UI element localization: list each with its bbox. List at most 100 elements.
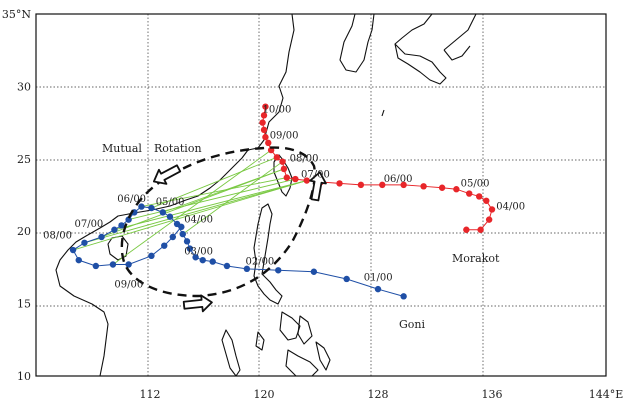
interaction-line [151,156,277,209]
morakot-time-label: 04/00 [496,201,525,212]
goni-label: Goni [399,318,425,331]
interaction-line [84,180,307,244]
goni-track-point [169,233,176,241]
morakot-track-point [292,175,299,183]
lat-tick-label: 20 [17,225,31,238]
goni-time-label: 03/00 [184,246,213,257]
goni-time-label: 01/00 [364,272,393,283]
map-frame [35,13,607,377]
morakot-time-label: 07/00 [301,170,330,181]
morakot-track-point [259,119,266,126]
morakot-track-point [273,154,281,161]
interaction-line [112,149,272,265]
goni-track-point [159,209,167,216]
interaction-line [141,177,287,208]
morakot-track-point [475,193,483,200]
time-labels: 04/0005/0006/0007/0008/0009/0010/0001/00… [43,104,525,290]
morakot-track-point [488,206,496,213]
morakot-track-point [379,181,386,189]
goni-track-point [199,256,206,264]
morakot-track-point [453,186,460,193]
lat-tick-label: 30 [17,80,31,93]
morakot-track-point [260,126,268,134]
rotation-label: Rotation [154,142,202,155]
morakot-track-point [260,112,268,119]
morakot-track-point [485,216,493,223]
morakot-label: Morakot [452,252,500,265]
rotation-arrows [152,164,327,313]
morakot-track-point [420,183,427,190]
goni-track-point [81,239,88,246]
interaction-line [72,180,307,251]
goni-track-point [275,267,282,274]
goni-track-point [118,222,125,229]
goni-time-label: 05/00 [156,197,185,208]
rotation-arrow-up [309,171,327,202]
morakot-track-point [283,174,290,181]
interaction-line [182,161,283,235]
lon-tick-label: 120 [254,388,275,401]
goni-track-point [92,262,100,270]
longitude-labels: 112 120 128 136 144°E [140,388,624,401]
goni-time-label: 02/00 [245,257,274,268]
goni-track-point [178,223,185,231]
morakot-time-label: 06/00 [384,174,413,185]
morakot-track-point [262,133,269,141]
lat-tick-label: 35°N [2,8,31,21]
goni-track-point [125,216,132,223]
goni-track-point [148,252,155,260]
rotation-arrow-right [182,294,213,313]
goni-track-point [192,254,199,261]
lon-tick-label: 112 [140,388,161,401]
goni-track-point [209,258,216,265]
lat-tick-label: 10 [17,370,31,383]
morakot-track-point [262,103,269,110]
goni-track-point [75,256,82,264]
goni-time-label: 08/00 [43,230,72,241]
morakot-track-point [463,226,470,233]
interaction-line [101,168,285,238]
goni-track-point [310,268,318,275]
goni-track-point [243,265,251,273]
goni-time-label: 04/00 [184,215,213,226]
morakot-time-label: 08/00 [290,154,319,165]
goni-track-point [400,293,407,300]
mutual-rotation-loop [120,146,316,298]
morakot-track-line [262,106,493,231]
morakot-track-point [477,226,484,233]
morakot-track-point [466,190,473,197]
goni-track-point [166,213,174,220]
goni-track-point [69,246,77,254]
morakot-track-point [279,158,286,165]
goni-track-point [109,261,117,268]
goni-track-point [148,204,155,212]
interaction-line [128,178,296,221]
morakot-time-label: 10/00 [263,104,292,115]
goni-time-label: 06/00 [117,194,146,205]
morakot-track-point [483,197,490,204]
lat-tick-label: 25 [17,153,31,166]
goni-track-point [98,233,105,241]
goni-time-label: 07/00 [74,219,103,230]
goni-track-point [374,285,382,293]
morakot-time-label: 05/00 [461,178,490,189]
graticule [36,14,606,376]
mutual-label: Mutual [102,142,142,155]
goni-track-point [161,242,168,249]
morakot-track-point [400,181,407,189]
goni-time-label: 09/00 [114,280,143,291]
lat-tick-label: 15 [17,298,31,311]
goni-track-point [186,245,194,252]
morakot-track-point [265,139,272,147]
morakot-track-point [303,177,310,184]
goni-track-point [223,262,231,270]
goni-track-point [138,203,145,210]
morakot-track-point [357,181,365,189]
goni-track-point [179,230,186,238]
morakot-track-point [438,184,446,191]
rotation-arrow-left [152,164,182,185]
lon-tick-label: 128 [368,388,389,401]
morakot-track [259,103,496,233]
goni-track-point [111,226,118,233]
